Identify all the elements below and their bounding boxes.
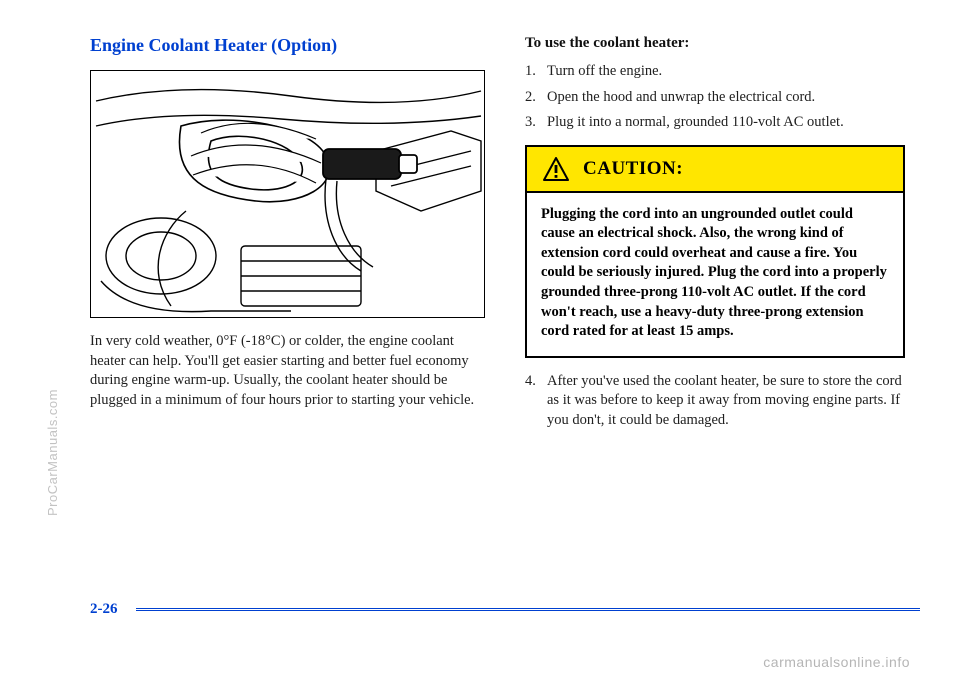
left-column: Engine Coolant Heater (Option) (90, 35, 485, 535)
caution-body: Plugging the cord into an ungrounded out… (527, 193, 903, 356)
step-3: Plug it into a normal, grounded 110-volt… (525, 113, 905, 133)
procedure-steps: Turn off the engine. Open the hood and u… (525, 62, 905, 133)
page-footer: 2-26 (90, 601, 920, 618)
footer-rule (136, 608, 921, 611)
manual-page: Engine Coolant Heater (Option) (0, 0, 960, 676)
section-heading: Engine Coolant Heater (Option) (90, 35, 485, 56)
step-1: Turn off the engine. (525, 62, 905, 82)
right-column: To use the coolant heater: Turn off the … (525, 35, 905, 535)
page-number: 2-26 (90, 601, 118, 618)
intro-paragraph: In very cold weather, 0°F (-18°C) or col… (90, 332, 485, 410)
caution-box: CAUTION: Plugging the cord into an ungro… (525, 145, 905, 358)
caution-header: CAUTION: (527, 147, 903, 193)
coolant-heater-illustration (90, 70, 485, 318)
procedure-subhead: To use the coolant heater: (525, 35, 905, 52)
step-2: Open the hood and unwrap the electrical … (525, 88, 905, 108)
watermark-side: ProCarManuals.com (45, 389, 60, 516)
warning-triangle-icon (543, 157, 569, 181)
step-4: After you've used the coolant heater, be… (525, 372, 905, 431)
engine-line-art (91, 71, 485, 318)
caution-title: CAUTION: (583, 158, 683, 180)
content-columns: Engine Coolant Heater (Option) (90, 35, 905, 535)
watermark-bottom: carmanualsonline.info (763, 654, 910, 670)
